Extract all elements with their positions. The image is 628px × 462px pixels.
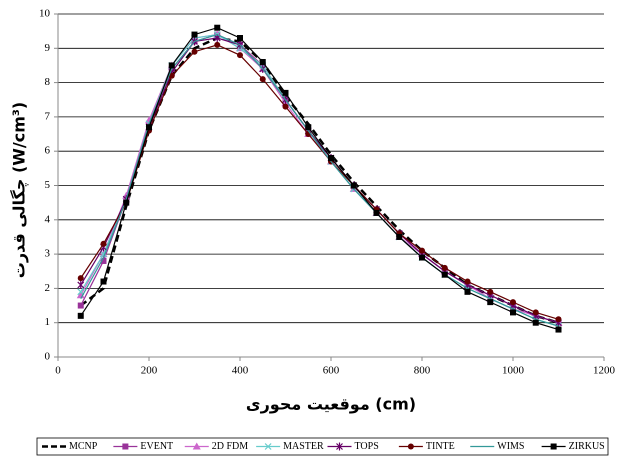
marker: [259, 76, 266, 83]
marker: [487, 299, 494, 306]
marker: [77, 302, 84, 309]
y-tick-label: 2: [45, 282, 51, 294]
marker: [532, 319, 539, 326]
marker: [100, 257, 107, 264]
series-line: [80, 33, 559, 324]
marker: [168, 62, 175, 69]
marker: [76, 291, 85, 299]
legend-label: MCNP: [69, 441, 98, 452]
marker: [214, 41, 221, 48]
marker: [77, 275, 84, 282]
marker: [264, 443, 272, 450]
marker: [123, 199, 130, 206]
marker: [100, 278, 107, 285]
y-axis-title: چگالی قدرت (W/cm³): [10, 102, 30, 278]
marker: [510, 309, 516, 316]
marker: [441, 271, 448, 278]
series-line: [80, 33, 559, 327]
x-tick-label: 200: [141, 365, 158, 377]
y-tick-label: 6: [45, 145, 51, 157]
marker: [282, 103, 289, 110]
marker: [305, 124, 312, 131]
legend-label: EVENT: [140, 441, 173, 452]
marker: [464, 288, 471, 295]
y-tick-label: 8: [45, 76, 51, 88]
marker: [555, 326, 562, 333]
legend-label: WIMS: [497, 441, 524, 452]
legend-label: TOPS: [355, 441, 379, 452]
x-tick-label: 800: [414, 365, 431, 377]
marker: [407, 443, 414, 450]
series-line: [80, 37, 559, 324]
marker: [168, 72, 175, 79]
marker: [77, 312, 84, 319]
y-tick-label: 9: [45, 42, 51, 54]
y-tick-label: 5: [45, 179, 51, 191]
series-line: [80, 44, 559, 320]
marker: [259, 59, 266, 66]
marker: [419, 254, 425, 261]
marker: [122, 443, 129, 450]
legend-label: ZIRKUS: [569, 441, 605, 452]
y-tick-label: 7: [45, 110, 51, 122]
legend-label: TINTE: [426, 441, 455, 452]
x-tick-label: 600: [323, 365, 340, 377]
marker: [100, 240, 107, 247]
y-tick-label: 10: [39, 8, 51, 20]
marker: [350, 182, 357, 189]
series-line: [80, 33, 559, 324]
y-tick-label: 0: [45, 351, 51, 363]
x-tick-label: 1200: [593, 365, 616, 377]
marker: [77, 288, 85, 296]
x-tick-label: 1000: [502, 365, 525, 377]
marker: [146, 124, 152, 131]
y-tick-label: 3: [45, 248, 51, 260]
marker: [191, 31, 198, 38]
marker: [237, 52, 243, 59]
series-line: [79, 36, 559, 324]
series-line: [80, 33, 559, 327]
series-line: [80, 27, 559, 331]
marker: [191, 48, 198, 55]
marker: [214, 24, 221, 31]
marker: [441, 264, 448, 271]
marker: [487, 288, 494, 295]
marker: [464, 278, 471, 285]
marker: [77, 280, 85, 289]
x-axis-title: موقعیت محوری (cm): [246, 395, 416, 414]
x-tick-label: 0: [55, 365, 61, 377]
marker: [555, 316, 562, 323]
marker: [336, 442, 343, 451]
marker: [419, 247, 425, 254]
legend-label: MASTER: [283, 441, 324, 452]
marker: [282, 89, 289, 96]
marker: [550, 443, 557, 450]
marker: [192, 442, 201, 450]
marker: [510, 299, 516, 306]
marker: [532, 309, 539, 316]
x-tick-label: 400: [232, 365, 249, 377]
marker: [328, 155, 334, 162]
legend-box: [36, 437, 609, 456]
y-tick-label: 1: [45, 316, 51, 328]
marker: [373, 209, 380, 216]
y-tick-label: 4: [45, 213, 51, 225]
marker: [237, 35, 243, 42]
marker: [396, 233, 403, 240]
legend-label: 2D FDM: [212, 441, 249, 452]
